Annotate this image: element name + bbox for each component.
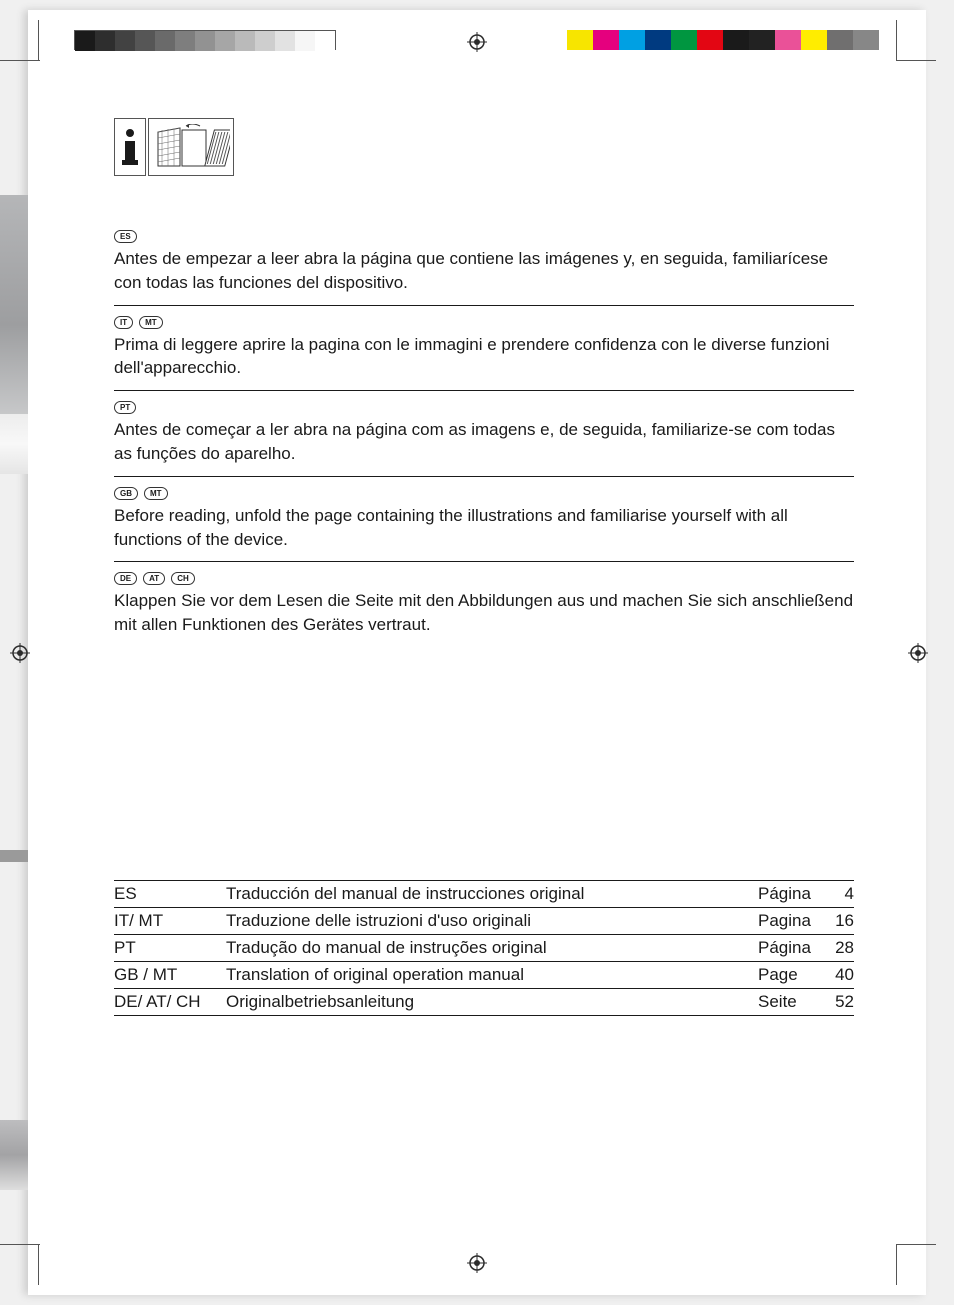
crop-mark [896, 1245, 897, 1285]
crop-mark [0, 60, 40, 61]
swatch [749, 30, 775, 50]
country-code-pill: IT [114, 316, 133, 329]
country-code-pill: MT [139, 316, 163, 329]
swatch [95, 31, 115, 51]
country-code-pill: AT [143, 572, 165, 585]
swatch [155, 31, 175, 51]
registration-mark-icon [908, 643, 928, 663]
toc-page-number: 16 [826, 911, 854, 931]
language-block: PT Antes de começar a ler abra na página … [114, 390, 854, 466]
swatch [775, 30, 801, 50]
swatch [175, 31, 195, 51]
country-codes: ES [114, 230, 854, 243]
swatch [853, 30, 879, 50]
swatch [135, 31, 155, 51]
instruction-text: Before reading, unfold the page containi… [114, 504, 854, 552]
colorbar-process [567, 30, 879, 50]
crop-mark [896, 20, 897, 60]
swatch [75, 31, 95, 51]
swatch [215, 31, 235, 51]
swatch [697, 30, 723, 50]
swatch [567, 30, 593, 50]
country-code-pill: MT [144, 487, 168, 500]
country-code-pill: PT [114, 401, 136, 414]
info-foldout-graphic [114, 118, 234, 176]
registration-mark-icon [467, 32, 487, 52]
country-codes: IT MT [114, 316, 854, 329]
swatch [235, 31, 255, 51]
swatch [275, 31, 295, 51]
crop-mark [38, 20, 39, 60]
registration-mark-icon [10, 643, 30, 663]
swatch [801, 30, 827, 50]
toc-description: Traduzione delle istruzioni d'uso origin… [226, 911, 758, 931]
instruction-text: Antes de começar a ler abra na página co… [114, 418, 854, 466]
toc-row: DE/ AT/ CHOriginalbetriebsanleitungSeite… [114, 989, 854, 1016]
language-block: IT MT Prima di leggere aprire la pagina co… [114, 305, 854, 381]
toc-page-label: Page [758, 965, 826, 985]
toc-page-label: Pagina [758, 911, 826, 931]
toc-language: IT/ MT [114, 911, 226, 931]
crop-mark [38, 1245, 39, 1285]
colorbar-greyscale [74, 30, 336, 50]
language-block: GB MT Before reading, unfold the page cont… [114, 476, 854, 552]
toc-language: DE/ AT/ CH [114, 992, 226, 1012]
instruction-text: Klappen Sie vor dem Lesen die Seite mit … [114, 589, 854, 637]
toc-page-number: 40 [826, 965, 854, 985]
swatch [671, 30, 697, 50]
swatch [115, 31, 135, 51]
toc-language: ES [114, 884, 226, 904]
country-codes: DE AT CH [114, 572, 854, 585]
swatch [295, 31, 315, 51]
toc-page-label: Página [758, 884, 826, 904]
spine-bar [0, 1120, 28, 1190]
country-codes: PT [114, 401, 854, 414]
toc-page-label: Página [758, 938, 826, 958]
instruction-text: Prima di leggere aprire la pagina con le… [114, 333, 854, 381]
crop-mark [0, 1244, 40, 1245]
swatch [645, 30, 671, 50]
table-of-contents: ESTraducción del manual de instrucciones… [114, 880, 854, 1016]
crop-mark [896, 1244, 936, 1245]
toc-page-number: 4 [826, 884, 854, 904]
swatch [315, 31, 335, 51]
country-code-pill: ES [114, 230, 137, 243]
toc-row: IT/ MTTraduzione delle istruzioni d'uso … [114, 908, 854, 935]
language-block: ES Antes de empezar a leer abra la página… [114, 220, 854, 295]
toc-language: GB / MT [114, 965, 226, 985]
toc-language: PT [114, 938, 226, 958]
toc-row: PTTradução do manual de instruções origi… [114, 935, 854, 962]
registration-mark-icon [467, 1253, 487, 1273]
spine-bar [0, 850, 28, 862]
country-code-pill: GB [114, 487, 138, 500]
swatch [723, 30, 749, 50]
country-code-pill: DE [114, 572, 137, 585]
crop-mark [896, 60, 936, 61]
toc-page-number: 52 [826, 992, 854, 1012]
instruction-text: Antes de empezar a leer abra la página q… [114, 247, 854, 295]
toc-description: Tradução do manual de instruções origina… [226, 938, 758, 958]
foldout-icon [148, 118, 234, 176]
swatch [255, 31, 275, 51]
info-icon [114, 118, 146, 176]
toc-description: Traducción del manual de instrucciones o… [226, 884, 758, 904]
country-code-pill: CH [171, 572, 195, 585]
swatch [619, 30, 645, 50]
document-page: ES Antes de empezar a leer abra la página… [28, 10, 926, 1295]
spine-bar [0, 414, 28, 474]
toc-row: ESTraducción del manual de instrucciones… [114, 880, 854, 908]
toc-row: GB / MTTranslation of original operation… [114, 962, 854, 989]
toc-description: Translation of original operation manual [226, 965, 758, 985]
language-block: DE AT CH Klappen Sie vor dem Lesen die Seit… [114, 561, 854, 637]
swatch [593, 30, 619, 50]
swatch [195, 31, 215, 51]
toc-page-number: 28 [826, 938, 854, 958]
toc-page-label: Seite [758, 992, 826, 1012]
swatch [827, 30, 853, 50]
language-instructions: ES Antes de empezar a leer abra la página… [114, 220, 854, 637]
toc-description: Originalbetriebsanleitung [226, 992, 758, 1012]
country-codes: GB MT [114, 487, 854, 500]
